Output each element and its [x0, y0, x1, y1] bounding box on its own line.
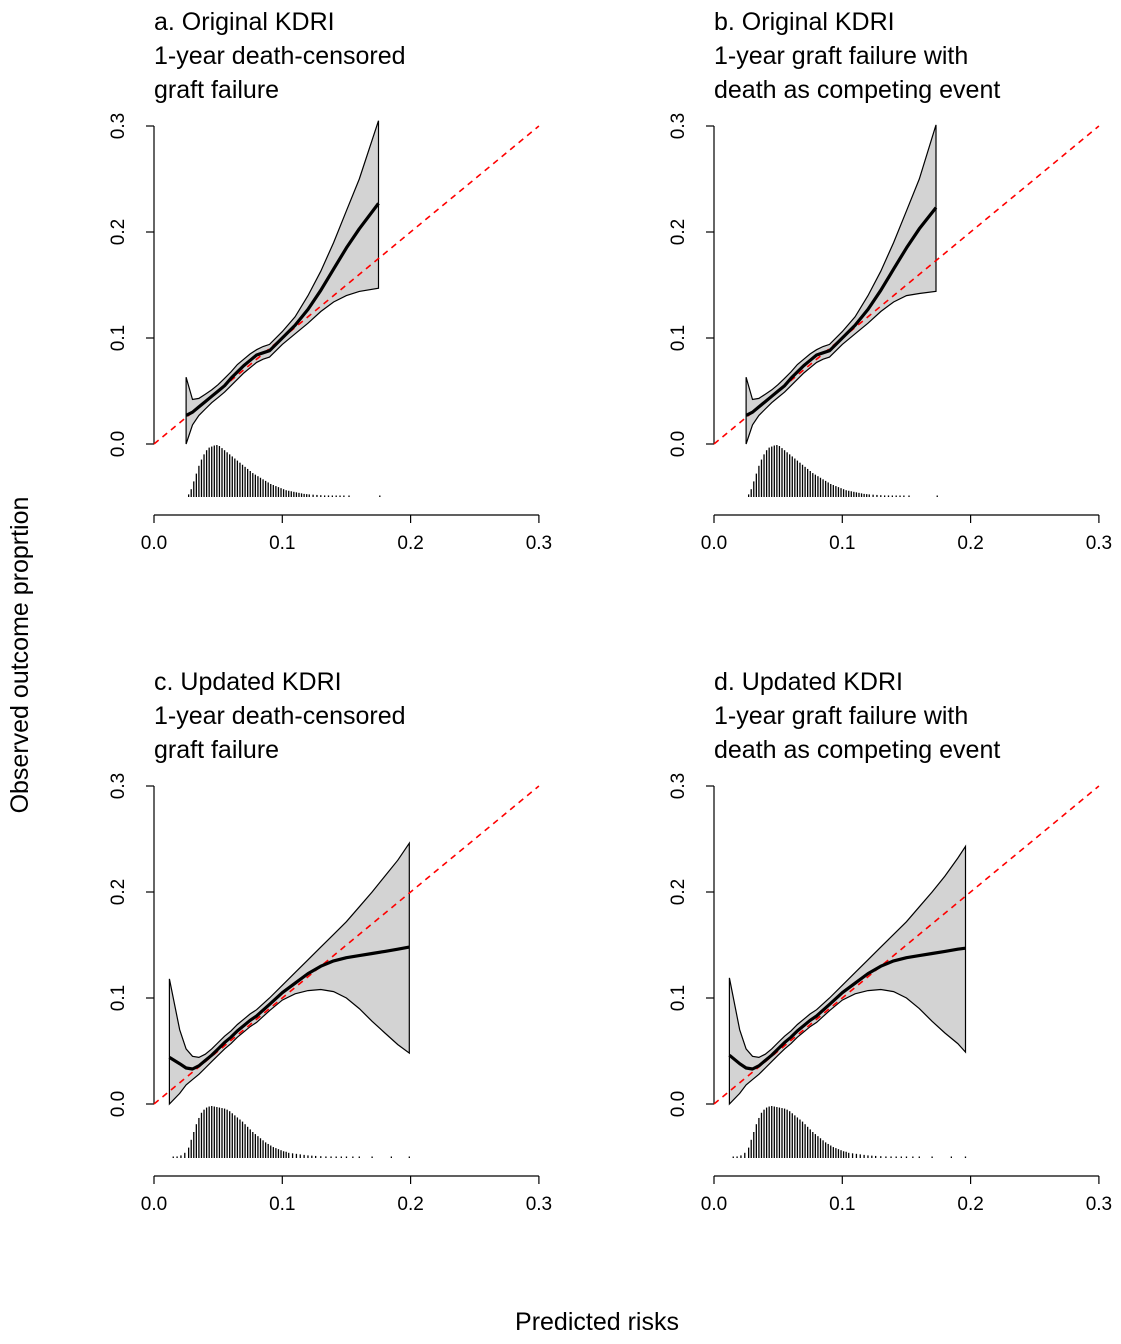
- panel-title-line: 1-year graft failure with: [714, 42, 968, 70]
- panel-a: a. Original KDRI 1-year death-censored gra…: [108, 8, 552, 554]
- x-tick-label: 0.2: [397, 533, 423, 554]
- confidence-band: [745, 124, 937, 445]
- x-tick-label: 0.1: [269, 1194, 295, 1215]
- y-tick-label: 0.3: [668, 773, 689, 799]
- panel-title-line: d. Updated KDRI: [714, 668, 903, 696]
- x-tick-label: 0.0: [701, 533, 727, 554]
- y-tick-label: 0.0: [108, 1091, 129, 1117]
- panel-b: b. Original KDRI 1-year graft failure wit…: [668, 8, 1112, 554]
- panel-title-line: c. Updated KDRI: [154, 668, 342, 696]
- y-tick-label: 0.3: [668, 113, 689, 139]
- confidence-band: [185, 120, 380, 445]
- panel-title-line: 1-year graft failure with: [714, 702, 968, 730]
- panels-container: a. Original KDRI 1-year death-censored gra…: [108, 8, 1112, 1215]
- panel-title-line: graft failure: [154, 76, 279, 104]
- x-tick-label: 0.3: [1086, 533, 1112, 554]
- figure-xlabel: Predicted risks: [515, 1308, 679, 1336]
- figure-ylabel: Observed outcome proprtion: [6, 497, 34, 814]
- y-tick-label: 0.2: [108, 879, 129, 905]
- x-tick-label: 0.2: [397, 1194, 423, 1215]
- panel-c: c. Updated KDRI 1-year death-censored graf…: [108, 668, 552, 1215]
- x-tick-label: 0.1: [269, 533, 295, 554]
- x-tick-label: 0.0: [141, 533, 167, 554]
- calibration-curve: [168, 945, 410, 1071]
- x-tick-label: 0.0: [701, 1194, 727, 1215]
- y-tick-label: 0.2: [668, 219, 689, 245]
- y-tick-label: 0.0: [108, 431, 129, 457]
- confidence-band: [728, 844, 967, 1106]
- x-tick-label: 0.3: [526, 1194, 552, 1215]
- y-tick-label: 0.3: [108, 773, 129, 799]
- x-tick-label: 0.3: [1086, 1194, 1112, 1215]
- panel-title-line: 1-year death-censored: [154, 42, 406, 70]
- confidence-band: [168, 841, 410, 1106]
- panel-title-line: death as competing event: [714, 736, 1000, 764]
- panel-title-line: 1-year death-censored: [154, 702, 406, 730]
- x-tick-label: 0.1: [829, 533, 855, 554]
- y-tick-label: 0.1: [108, 325, 129, 351]
- y-tick-label: 0.3: [108, 113, 129, 139]
- x-tick-label: 0.2: [957, 533, 983, 554]
- x-tick-label: 0.0: [141, 1194, 167, 1215]
- y-tick-label: 0.0: [668, 1091, 689, 1117]
- panel-d: d. Updated KDRI 1-year graft failure with…: [668, 668, 1112, 1215]
- y-tick-label: 0.1: [108, 985, 129, 1011]
- y-tick-label: 0.1: [668, 985, 689, 1011]
- calibration-curve: [185, 202, 380, 417]
- panel-title-line: graft failure: [154, 736, 279, 764]
- calibration-curve: [728, 946, 966, 1071]
- y-tick-label: 0.2: [668, 879, 689, 905]
- y-tick-label: 0.1: [668, 325, 689, 351]
- y-tick-label: 0.0: [668, 431, 689, 457]
- x-tick-label: 0.3: [526, 533, 552, 554]
- panel-title-line: b. Original KDRI: [714, 8, 895, 36]
- panel-title-line: death as competing event: [714, 76, 1000, 104]
- x-tick-label: 0.2: [957, 1194, 983, 1215]
- y-tick-label: 0.2: [108, 219, 129, 245]
- x-tick-label: 0.1: [829, 1194, 855, 1215]
- panel-title-line: a. Original KDRI: [154, 8, 335, 36]
- calibration-curve: [745, 206, 938, 417]
